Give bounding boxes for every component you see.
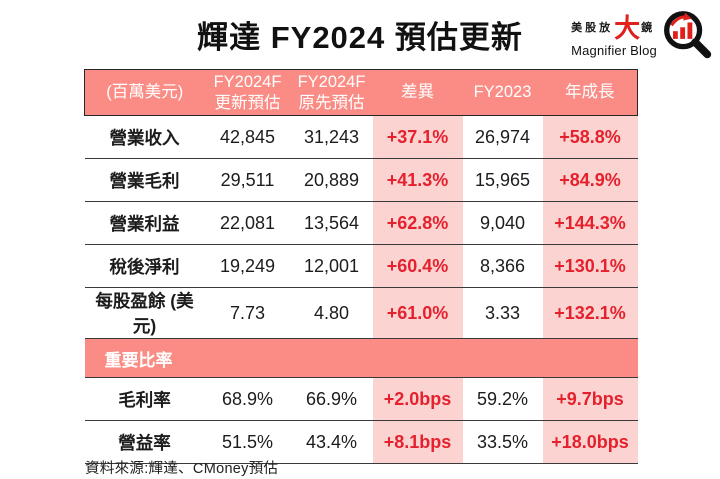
logo-text-block: 美股放 大 鏡 Magnifier Blog — [571, 15, 657, 57]
header-fy2023-label: FY2023 — [473, 83, 532, 101]
cell-original: 43.4% — [305, 431, 358, 452]
header-unit: (百萬美元) — [85, 70, 205, 116]
table-row-net-income: 稅後淨利 19,249 12,001 +60.4% 8,366 +130.1% — [84, 244, 638, 288]
cell-yoy: +18.0bps — [542, 420, 638, 464]
cell-updated: 51.5% — [221, 431, 274, 452]
header-diff-label: 差異 — [401, 83, 434, 101]
cell-diff: +41.3% — [372, 158, 463, 202]
header-yoy-label: 年成長 — [565, 83, 615, 101]
cell-yoy: +144.3% — [542, 201, 638, 245]
cell-fy2023: 8,366 — [479, 255, 526, 276]
cell-original: 20,889 — [303, 169, 360, 190]
logo-brand-suffix: 鏡 — [641, 21, 656, 34]
cell-fy2023: 33.5% — [476, 431, 529, 452]
cell-metric: 每股盈餘 (美元) — [95, 291, 194, 336]
cell-metric: 營益率 — [118, 432, 171, 453]
cell-updated: 68.9% — [221, 388, 274, 409]
cell-yoy: +9.7bps — [542, 377, 638, 421]
header-line2: 更新預估 — [214, 93, 281, 112]
cell-diff: +62.8% — [372, 201, 463, 245]
header-unit-label: (百萬美元) — [106, 83, 184, 101]
table-header-row: (百萬美元) FY2024F 更新預估 FY2024F 原先預估 差異 FY2023… — [84, 69, 638, 116]
cell-diff: +8.1bps — [372, 420, 463, 464]
cell-updated: 7.73 — [229, 302, 266, 323]
data-source-note: 資料來源:輝達、CMoney預估 — [85, 461, 279, 477]
header-fy2024f-updated: FY2024F 更新預估 — [205, 70, 291, 116]
cell-diff: +60.4% — [372, 244, 463, 288]
cell-metric: 營業毛利 — [109, 170, 180, 191]
cell-original: 4.80 — [313, 302, 350, 323]
table-row-gross-margin: 毛利率 68.9% 66.9% +2.0bps 59.2% +9.7bps — [84, 377, 638, 421]
table-row-gross-profit: 營業毛利 29,511 20,889 +41.3% 15,965 +84.9% — [84, 158, 638, 202]
cell-updated: 19,249 — [219, 255, 276, 276]
logo-subtitle: Magnifier Blog — [571, 43, 657, 58]
table-row-eps: 每股盈餘 (美元) 7.73 4.80 +61.0% 3.33 +132.1% — [84, 287, 638, 339]
cell-yoy: +84.9% — [542, 158, 638, 202]
cell-yoy: +130.1% — [542, 244, 638, 288]
cell-fy2023: 15,965 — [474, 169, 531, 190]
cell-yoy: +58.8% — [542, 115, 638, 159]
header-fy2023: FY2023 — [463, 70, 543, 116]
cell-metric: 稅後淨利 — [109, 256, 180, 277]
cell-diff: +2.0bps — [372, 377, 463, 421]
cell-updated: 29,511 — [220, 169, 275, 190]
cell-yoy: +132.1% — [542, 287, 638, 339]
table-body: 營業收入 42,845 31,243 +37.1% 26,974 +58.8% … — [84, 115, 638, 464]
estimates-table: (百萬美元) FY2024F 更新預估 FY2024F 原先預估 差異 FY2023… — [84, 69, 638, 464]
table-row-operating-margin: 營益率 51.5% 43.4% +8.1bps 33.5% +18.0bps — [84, 420, 638, 464]
cell-metric: 營業收入 — [109, 127, 180, 148]
table-row-operating-income: 營業利益 22,081 13,564 +62.8% 9,040 +144.3% — [84, 201, 638, 245]
cell-updated: 22,081 — [219, 212, 276, 233]
cell-fy2023: 3.33 — [484, 302, 521, 323]
page-title: 輝達 FY2024 預估更新 — [197, 20, 523, 55]
section-title: 重要比率 — [104, 350, 173, 370]
cell-original: 31,243 — [303, 126, 360, 147]
cell-original: 66.9% — [305, 388, 358, 409]
section-header-key-ratios: 重要比率 — [84, 338, 638, 378]
header-fy2024f-original: FY2024F 原先預估 — [291, 70, 373, 116]
magnifier-chart-icon — [664, 11, 712, 59]
cell-original: 13,564 — [303, 212, 360, 233]
cell-diff: +37.1% — [372, 115, 463, 159]
logo-brand-line: 美股放 大 鏡 — [571, 15, 657, 41]
cell-updated: 42,845 — [219, 126, 276, 147]
header-line1: FY2024F — [213, 72, 282, 91]
header-line1: FY2024F — [297, 72, 366, 91]
logo-brand-big-char: 大 — [614, 13, 641, 43]
logo-brand-prefix: 美股放 — [571, 21, 614, 34]
cell-metric: 毛利率 — [118, 389, 171, 410]
header-yoy: 年成長 — [543, 70, 638, 116]
cell-diff: +61.0% — [372, 287, 463, 339]
table-row-revenue: 營業收入 42,845 31,243 +37.1% 26,974 +58.8% — [84, 115, 638, 159]
header-line2: 原先預估 — [298, 93, 365, 112]
cell-fy2023: 9,040 — [479, 212, 526, 233]
table-header: (百萬美元) FY2024F 更新預估 FY2024F 原先預估 差異 FY2023… — [84, 69, 638, 116]
cell-metric: 營業利益 — [109, 213, 180, 234]
header-diff: 差異 — [373, 70, 463, 116]
cell-original: 12,001 — [303, 255, 360, 276]
magnifier-blog-logo: 美股放 大 鏡 Magnifier Blog — [571, 7, 716, 65]
cell-fy2023: 59.2% — [476, 388, 529, 409]
cell-fy2023: 26,974 — [474, 126, 531, 147]
